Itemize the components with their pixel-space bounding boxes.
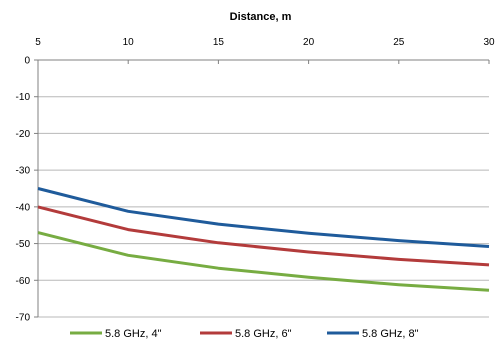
x-axis-title: Distance, m [230, 11, 292, 23]
legend-item-2: 5.8 GHz, 6" [200, 328, 292, 340]
gridlines [38, 59, 489, 318]
y-tick-label: -50 [16, 239, 31, 250]
series-line-1 [37, 231, 490, 292]
y-tick-label: -70 [16, 313, 31, 324]
axes: Distance, m 0 -10 -20 -30 -40 -50 -60 -70 5 10 15 2… [16, 11, 495, 324]
x-tick-label: 5 [35, 37, 41, 48]
legend-label: 5.8 GHz, 4" [105, 328, 162, 340]
x-tick-label: 20 [303, 37, 315, 48]
legend-item-1: 5.8 GHz, 4" [70, 328, 162, 340]
series-lines [37, 187, 490, 292]
x-tick-label: 30 [483, 37, 495, 48]
y-tick-label: 0 [24, 56, 30, 67]
y-tick-label: -30 [16, 166, 31, 177]
legend-label: 5.8 GHz, 6" [235, 328, 292, 340]
legend-item-3: 5.8 GHz, 8" [327, 328, 419, 340]
x-tick-label: 10 [123, 37, 135, 48]
series-line-2 [37, 205, 490, 267]
y-tick-label: -40 [16, 202, 31, 213]
y-tick-label: -60 [16, 276, 31, 287]
series-line-3 [37, 187, 490, 248]
y-tick-label: -20 [16, 129, 31, 140]
legend: 5.8 GHz, 4" 5.8 GHz, 6" 5.8 GHz, 8" [70, 328, 419, 340]
x-tick-label: 15 [213, 37, 225, 48]
legend-label: 5.8 GHz, 8" [362, 328, 419, 340]
x-tick-label: 25 [393, 37, 405, 48]
y-tick-label: -10 [16, 92, 31, 103]
